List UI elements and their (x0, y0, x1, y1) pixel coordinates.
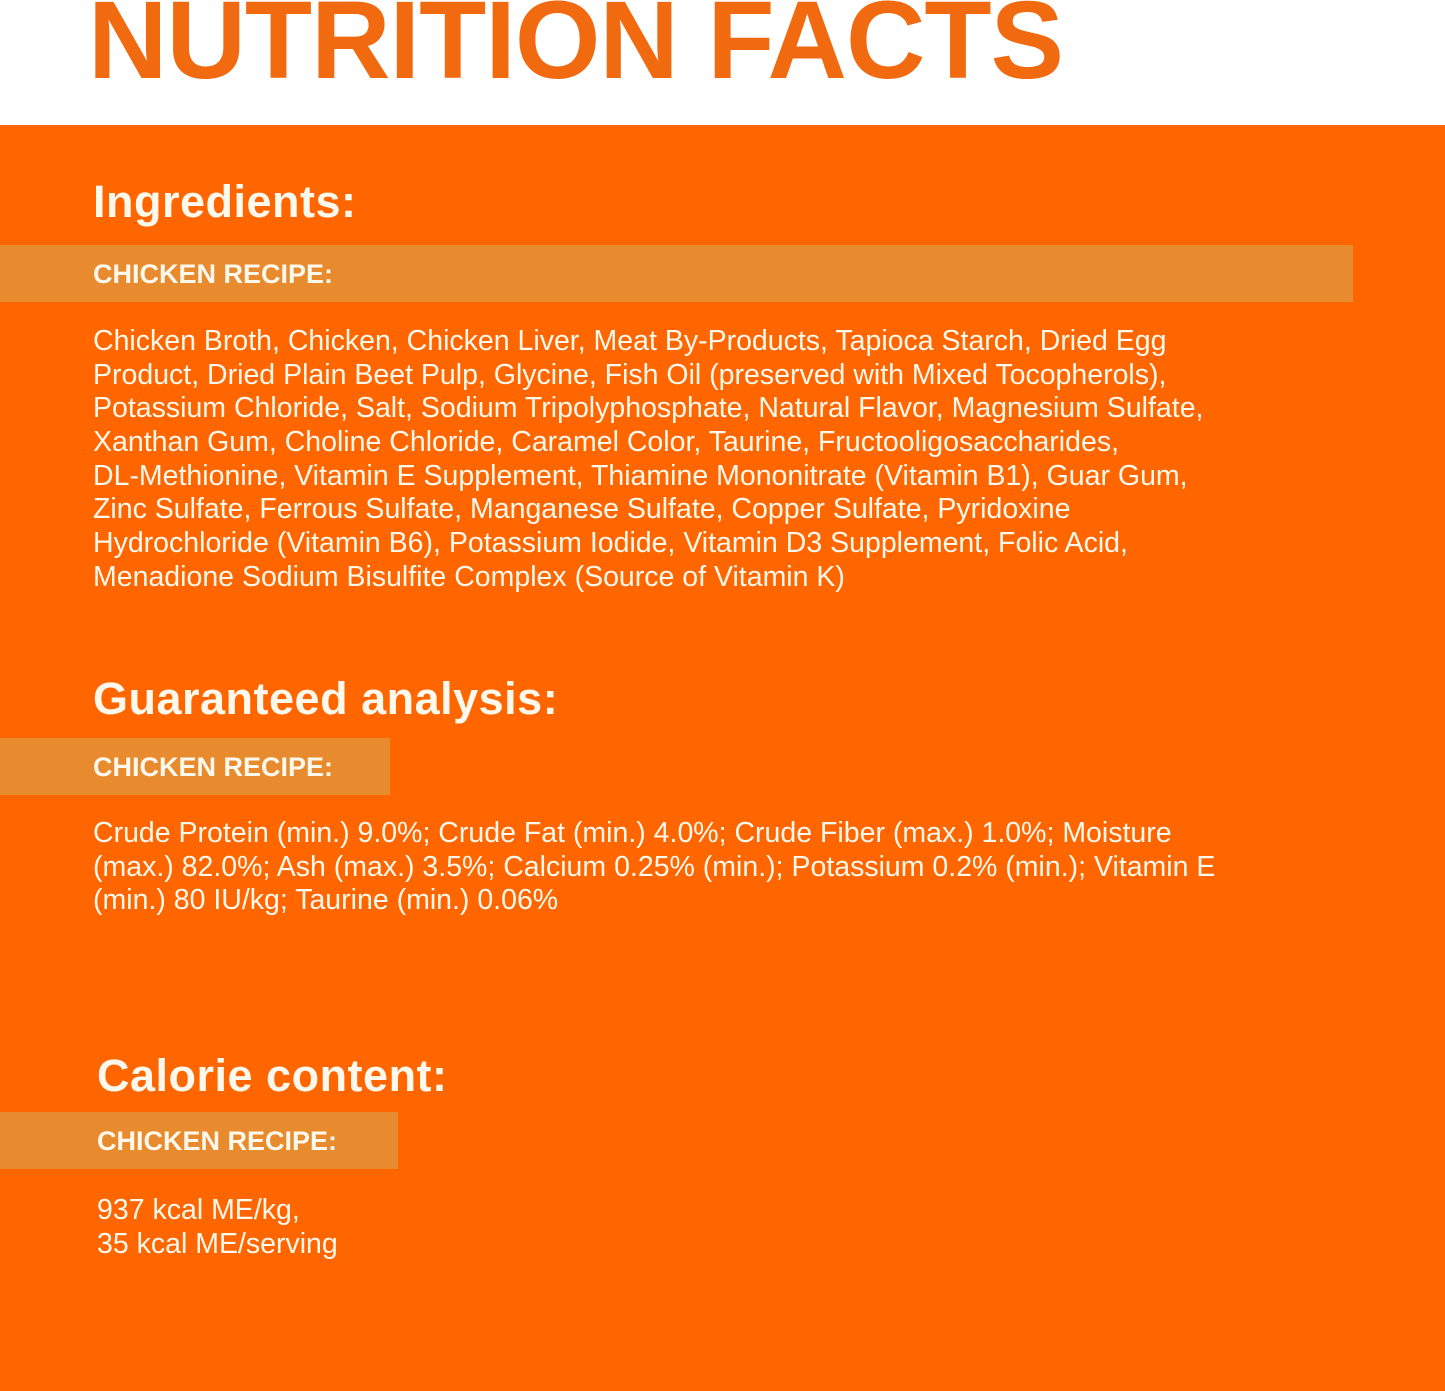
ingredients-text: Chicken Broth, Chicken, Chicken Liver, M… (93, 325, 1203, 595)
ingredients-line: Zinc Sulfate, Ferrous Sulfate, Manganese… (93, 493, 1071, 526)
title-header: NUTRITION FACTS (0, 0, 1445, 125)
calorie-text: 937 kcal ME/kg, 35 kcal ME/serving (97, 1194, 338, 1261)
calorie-line: 937 kcal ME/kg, (97, 1194, 300, 1226)
calorie-line: 35 kcal ME/serving (97, 1227, 338, 1260)
ingredients-line: Product, Dried Plain Beet Pulp, Glycine,… (93, 358, 1167, 391)
ingredients-line: Xanthan Gum, Choline Chloride, Caramel C… (93, 426, 1119, 459)
calorie-content-heading: Calorie content: (97, 1050, 448, 1101)
guaranteed-analysis-heading: Guaranteed analysis: (93, 673, 559, 724)
page-title: NUTRITION FACTS (88, 0, 1064, 102)
ingredients-line: Potassium Chloride, Salt, Sodium Tripoly… (93, 392, 1204, 425)
analysis-recipe-band: CHICKEN RECIPE: (0, 738, 390, 795)
analysis-line: (min.) 80 IU/kg; Taurine (min.) 0.06% (93, 884, 559, 917)
ingredients-recipe-band: CHICKEN RECIPE: (0, 245, 1353, 302)
analysis-text: Crude Protein (min.) 9.0%; Crude Fat (mi… (93, 817, 1215, 918)
analysis-line: Crude Protein (min.) 9.0%; Crude Fat (mi… (93, 817, 1172, 849)
calorie-recipe-band: CHICKEN RECIPE: (0, 1112, 398, 1169)
ingredients-line: Hydrochloride (Vitamin B6), Potassium Io… (93, 527, 1128, 560)
calorie-recipe-label: CHICKEN RECIPE: (97, 1126, 338, 1156)
ingredients-heading: Ingredients: (93, 176, 357, 227)
analysis-recipe-label: CHICKEN RECIPE: (93, 752, 334, 782)
ingredients-line: DL-Methionine, Vitamin E Supplement, Thi… (93, 459, 1188, 492)
ingredients-line: Menadione Sodium Bisulfite Complex (Sour… (93, 560, 845, 593)
ingredients-recipe-label: CHICKEN RECIPE: (93, 259, 334, 289)
analysis-line: (max.) 82.0%; Ash (max.) 3.5%; Calcium 0… (93, 850, 1216, 883)
ingredients-line: Chicken Broth, Chicken, Chicken Liver, M… (93, 325, 1167, 357)
